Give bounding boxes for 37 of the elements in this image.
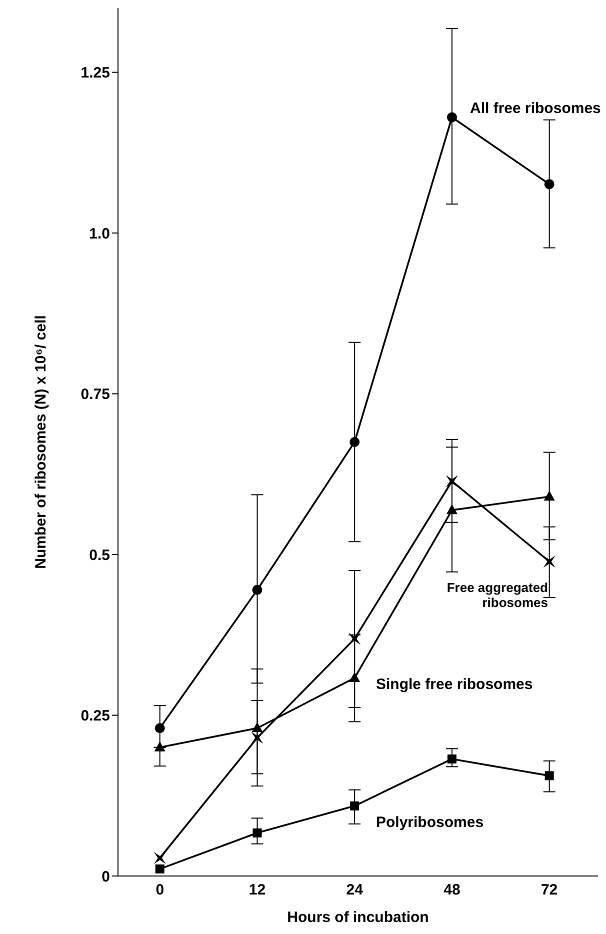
- x-axis-title: Hours of incubation: [287, 909, 429, 926]
- point: [544, 490, 555, 501]
- point: [154, 741, 166, 752]
- x-tick-label: 24: [346, 882, 364, 899]
- x-tick-label: 48: [444, 882, 460, 899]
- x-tick-label: 0: [156, 882, 164, 899]
- y-axis-title: Number of ribosomes (N) x 10⁶/ cell: [32, 315, 50, 569]
- y-tick-label: 0.5: [89, 546, 110, 564]
- y-tick-label: 1.0: [89, 225, 110, 242]
- series-label: Single free ribosomes: [376, 676, 533, 694]
- point: [349, 672, 360, 682]
- point: [252, 722, 263, 732]
- point: [154, 852, 166, 864]
- point: [446, 504, 458, 514]
- point: [543, 556, 556, 568]
- point: [348, 632, 361, 645]
- point: [446, 475, 458, 488]
- point: [446, 112, 457, 122]
- point: [447, 754, 456, 764]
- point: [155, 864, 164, 874]
- series-label: Polyribosomes: [376, 814, 484, 832]
- point: [252, 584, 262, 595]
- point: [350, 801, 360, 810]
- x-tick-label: 72: [540, 882, 558, 899]
- point: [154, 723, 165, 734]
- series-label: Free aggregated ribosomes: [446, 580, 548, 610]
- point: [350, 437, 360, 447]
- y-tick-label: 0.75: [80, 386, 110, 404]
- point: [544, 179, 554, 190]
- point: [251, 732, 264, 744]
- y-tick-label: 0: [102, 868, 110, 886]
- y-tick-label: 0.25: [80, 708, 110, 725]
- y-tick-label: 1.25: [80, 64, 110, 82]
- point: [252, 828, 262, 838]
- point: [544, 771, 554, 780]
- x-tick-label: 12: [248, 882, 266, 899]
- series-label: All free ribosomes: [470, 100, 601, 118]
